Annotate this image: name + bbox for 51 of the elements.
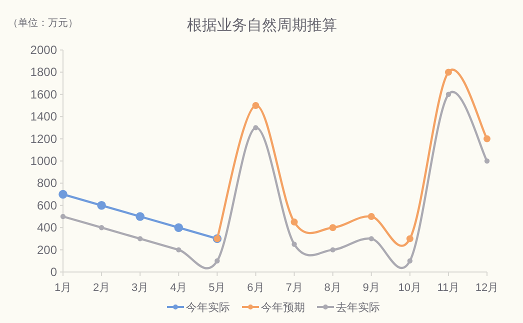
y-tick-label: 1600 bbox=[30, 87, 58, 102]
point bbox=[253, 125, 258, 130]
y-tick-label: 200 bbox=[36, 242, 58, 257]
point bbox=[484, 158, 490, 164]
point bbox=[176, 247, 182, 252]
x-tick-label: 6月 bbox=[247, 282, 264, 294]
x-tick-label: 10月 bbox=[398, 282, 422, 294]
y-tick-label: 1400 bbox=[30, 110, 58, 124]
x-tick-label: 2月 bbox=[92, 282, 110, 294]
y-tick-label: 1200 bbox=[30, 132, 58, 146]
y-tick-label: 800 bbox=[36, 176, 58, 190]
y-tick-label: 1800 bbox=[30, 65, 58, 80]
point bbox=[290, 218, 298, 226]
x-tick-label: 9月 bbox=[362, 282, 380, 294]
point bbox=[444, 68, 452, 76]
y-tick-label: 0 bbox=[50, 265, 58, 279]
x-tick-label: 11月 bbox=[437, 282, 460, 294]
point bbox=[58, 190, 68, 199]
legend-label: 去年实际 bbox=[336, 301, 380, 314]
x-tick-label: 5月 bbox=[208, 282, 226, 294]
legend-label: 今年预期 bbox=[261, 302, 305, 314]
x-tick-label: 8月 bbox=[324, 282, 342, 294]
point bbox=[368, 213, 375, 220]
point bbox=[484, 135, 490, 142]
point bbox=[252, 102, 260, 109]
point bbox=[292, 242, 297, 247]
point bbox=[330, 247, 336, 252]
point bbox=[368, 236, 374, 242]
point bbox=[214, 258, 220, 264]
legend-label: 今年实际 bbox=[186, 301, 230, 314]
y-tick-label: 600 bbox=[36, 198, 58, 212]
y-axis-title: （单位：万元） bbox=[8, 17, 78, 29]
x-tick-label: 7月 bbox=[286, 282, 303, 294]
point bbox=[407, 258, 413, 264]
point bbox=[329, 224, 336, 232]
chart-title: 根据业务自然周期推算 bbox=[187, 17, 337, 34]
y-tick-label: 1000 bbox=[30, 154, 58, 168]
point bbox=[406, 235, 414, 242]
x-tick-label: 4月 bbox=[170, 282, 188, 294]
point bbox=[60, 214, 66, 220]
point bbox=[446, 92, 452, 97]
point bbox=[174, 223, 184, 232]
x-tick-label: 1月 bbox=[54, 282, 72, 294]
point bbox=[136, 212, 144, 221]
point bbox=[98, 225, 104, 230]
point bbox=[97, 201, 106, 210]
x-tick-label: 12月 bbox=[475, 282, 499, 294]
y-tick-label: 400 bbox=[36, 220, 58, 235]
point bbox=[137, 236, 143, 242]
y-tick-label: 2000 bbox=[30, 43, 58, 57]
x-tick-label: 3月 bbox=[132, 282, 149, 294]
